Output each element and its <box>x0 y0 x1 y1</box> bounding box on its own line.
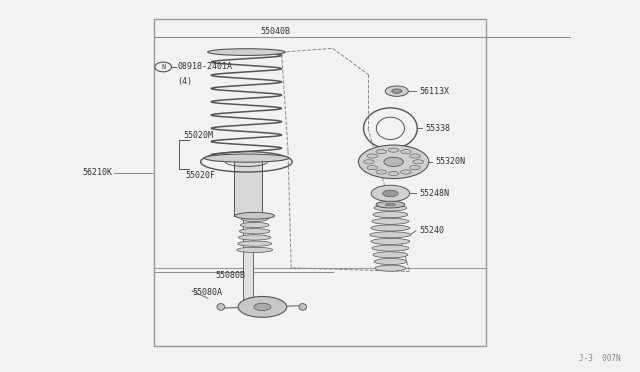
Ellipse shape <box>413 160 424 164</box>
Text: (4): (4) <box>177 77 192 86</box>
Text: 55040B: 55040B <box>260 27 290 36</box>
Ellipse shape <box>237 247 273 253</box>
Bar <box>243 158 253 307</box>
Text: 56113X: 56113X <box>419 87 449 96</box>
Ellipse shape <box>254 303 271 311</box>
Ellipse shape <box>401 170 411 174</box>
Ellipse shape <box>388 171 399 176</box>
Text: 55020F: 55020F <box>186 171 216 180</box>
Text: 55080A: 55080A <box>192 288 222 296</box>
Ellipse shape <box>370 232 411 238</box>
Ellipse shape <box>237 241 272 246</box>
Ellipse shape <box>374 259 407 264</box>
Text: 55080B: 55080B <box>216 271 245 280</box>
Ellipse shape <box>374 205 407 211</box>
Ellipse shape <box>207 49 285 55</box>
Bar <box>234 158 262 216</box>
Text: 55320N: 55320N <box>435 157 465 166</box>
Ellipse shape <box>372 218 409 224</box>
Ellipse shape <box>373 252 408 258</box>
Ellipse shape <box>235 212 275 219</box>
Ellipse shape <box>217 304 225 310</box>
Ellipse shape <box>372 245 409 251</box>
Text: 56210K: 56210K <box>82 169 112 177</box>
Ellipse shape <box>238 296 287 317</box>
Ellipse shape <box>385 86 408 96</box>
Text: J-3  007N: J-3 007N <box>579 355 621 363</box>
Text: 08918-2401A: 08918-2401A <box>177 62 232 71</box>
Text: 55020M: 55020M <box>184 131 214 140</box>
Ellipse shape <box>385 203 396 206</box>
Ellipse shape <box>241 216 268 221</box>
Ellipse shape <box>383 190 398 197</box>
Text: 55240: 55240 <box>419 226 444 235</box>
Ellipse shape <box>371 225 410 231</box>
Ellipse shape <box>410 166 420 170</box>
Ellipse shape <box>384 157 403 166</box>
Ellipse shape <box>392 89 402 93</box>
Text: 55248N: 55248N <box>419 189 449 198</box>
Ellipse shape <box>401 150 411 154</box>
Ellipse shape <box>376 201 404 208</box>
Ellipse shape <box>371 185 410 202</box>
Ellipse shape <box>376 150 387 154</box>
Ellipse shape <box>371 238 410 244</box>
Ellipse shape <box>299 304 307 310</box>
Ellipse shape <box>375 265 406 271</box>
Ellipse shape <box>410 154 420 158</box>
Ellipse shape <box>388 148 399 152</box>
Ellipse shape <box>239 229 270 234</box>
Ellipse shape <box>376 170 387 174</box>
Ellipse shape <box>367 166 378 170</box>
Ellipse shape <box>367 154 378 158</box>
Ellipse shape <box>241 222 269 228</box>
Ellipse shape <box>373 212 408 218</box>
Ellipse shape <box>364 160 374 164</box>
Bar <box>154 19 486 346</box>
Ellipse shape <box>239 235 271 240</box>
Text: N: N <box>161 64 165 70</box>
Text: 55338: 55338 <box>426 124 451 133</box>
Ellipse shape <box>204 154 289 162</box>
Ellipse shape <box>358 145 429 179</box>
